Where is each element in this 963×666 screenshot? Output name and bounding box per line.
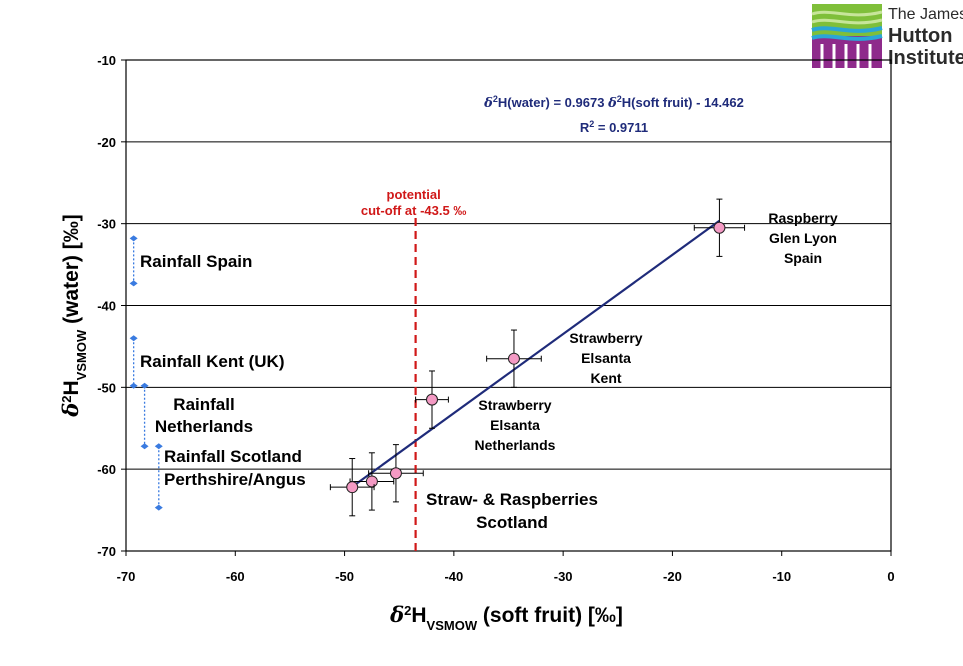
point-annotation: Glen Lyon [769, 230, 837, 246]
rainfall-range-top-marker [154, 443, 163, 450]
data-point [507, 352, 520, 365]
rainfall-label: Perthshire/Angus [164, 470, 306, 489]
logo-line-1: The James [888, 6, 963, 23]
cutoff-label-line-2: cut-off at -43.5 ‰ [361, 203, 466, 218]
y-tick-label: -10 [97, 53, 116, 68]
rainfall-range-bottom-marker [154, 504, 163, 511]
x-tick-label: -10 [772, 569, 791, 584]
rainfall-label: Rainfall Scotland [164, 447, 302, 466]
r-squared: R2 = 0.9711 [580, 119, 648, 135]
rainfall-range-top-marker [129, 235, 138, 242]
data-point [346, 481, 359, 494]
regression-equation: δ2H(water) = 0.9673 δ2H(soft fruit) - 14… [483, 94, 744, 111]
x-tick-label: 0 [887, 569, 894, 584]
point-annotation: Strawberry [478, 397, 551, 413]
y-tick-label: -20 [97, 135, 116, 150]
cutoff-label-line-1: potential [387, 187, 441, 202]
point-annotation: Scotland [476, 513, 548, 532]
regression-line [351, 219, 721, 488]
y-tick-label: -50 [97, 380, 116, 395]
y-tick-label: -40 [97, 299, 116, 314]
rainfall-range-bottom-marker [140, 443, 149, 450]
x-tick-label: -60 [226, 569, 245, 584]
james-hutton-logo: The James Hutton Institute [811, 4, 963, 69]
y-tick-label: -60 [97, 462, 116, 477]
data-point [713, 221, 726, 234]
x-tick-label: -50 [335, 569, 354, 584]
y-axis-title: δ2HVSMOW (water) [‰] [58, 214, 89, 417]
x-tick-label: -20 [663, 569, 682, 584]
rainfall-range-top-marker [129, 335, 138, 342]
point-annotation: Kent [590, 370, 621, 386]
data-point [365, 475, 378, 488]
rainfall-range-bottom-marker [129, 382, 138, 389]
x-axis-title: δ2HVSMOW (soft fruit) [‰] [389, 602, 623, 633]
data-point [389, 467, 402, 480]
y-tick-label: -30 [97, 217, 116, 232]
point-annotation: Raspberry [768, 210, 837, 226]
plot-area: -10 -20 -30 -40 -50 -60 -70-70 -60 -50 -40 -30 -20 -… [58, 53, 895, 633]
rainfall-label: Rainfall Spain [140, 252, 252, 271]
rainfall-label: Rainfall [173, 395, 234, 414]
rainfall-label: Rainfall Kent (UK) [140, 352, 285, 371]
x-tick-label: -70 [117, 569, 136, 584]
point-annotation: Strawberry [569, 330, 642, 346]
point-annotation: Straw- & Raspberries [426, 490, 598, 509]
y-tick-label: -70 [97, 544, 116, 559]
point-annotation: Netherlands [475, 437, 556, 453]
data-point [426, 393, 438, 406]
rainfall-range-top-marker [140, 382, 149, 389]
x-tick-label: -40 [444, 569, 463, 584]
point-annotation: Elsanta [490, 417, 540, 433]
point-annotation: Spain [784, 250, 822, 266]
rainfall-label: Netherlands [155, 417, 253, 436]
x-tick-label: -30 [554, 569, 573, 584]
logo-emblem-icon [811, 4, 883, 68]
logo-line-3: Institute [888, 47, 963, 69]
rainfall-range-bottom-marker [129, 280, 138, 287]
point-annotation: Elsanta [581, 350, 631, 366]
logo-line-2: Hutton [888, 25, 952, 47]
